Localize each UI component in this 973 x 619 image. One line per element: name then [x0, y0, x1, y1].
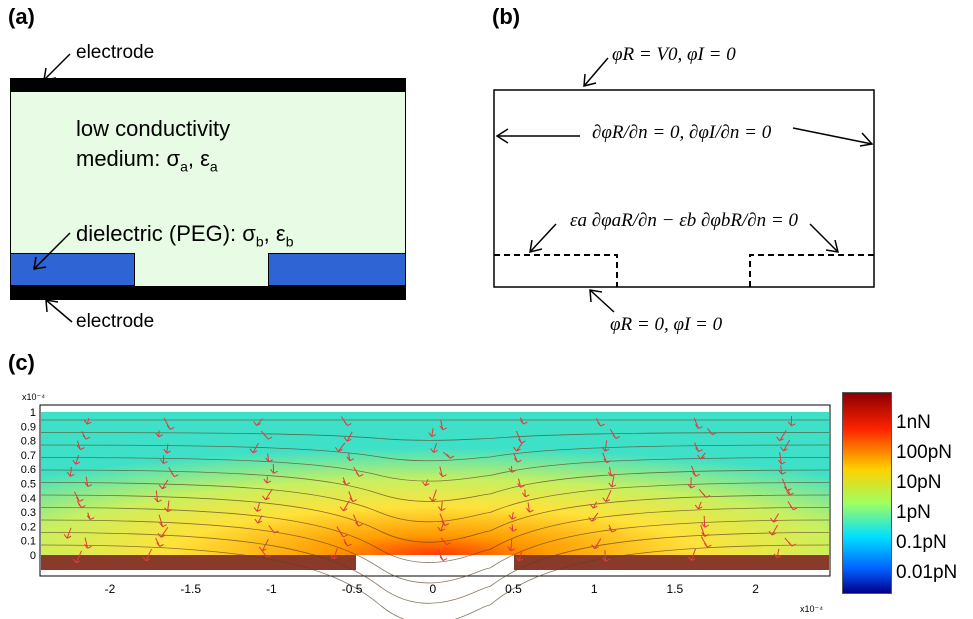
- panel-c-label: (c): [8, 350, 35, 376]
- colorbar-label: 10pN: [896, 468, 957, 498]
- colorbar-label: 0.1pN: [896, 528, 957, 558]
- arrow-top-bc: [584, 58, 608, 86]
- x-tick-label: -1.5: [180, 582, 201, 596]
- y-tick-label: 0.2: [21, 521, 36, 533]
- colorbar-label: 1pN: [896, 498, 957, 528]
- y-tick-label: 0.7: [21, 450, 36, 462]
- y-tick-label: 1: [30, 407, 36, 419]
- x-tick-label: -0.5: [342, 582, 363, 596]
- top-bc-text: φR = V0, φI = 0: [612, 44, 736, 65]
- x-tick-label: -1: [266, 582, 277, 596]
- arrow-bottom-electrode: [46, 300, 72, 322]
- colorbar: [842, 392, 892, 594]
- colorbar-label: 1nN: [896, 408, 957, 438]
- y-tick-label: 0.1: [21, 536, 36, 548]
- y-tick-label: 0.3: [21, 507, 36, 519]
- y-axis-exponent: x10⁻⁴: [22, 392, 45, 402]
- x-axis-exponent: x10⁻⁴: [800, 604, 823, 614]
- y-tick-label: 0.9: [21, 421, 36, 433]
- x-tick-label: 1.5: [667, 582, 684, 596]
- y-tick-label: 0: [30, 550, 36, 562]
- x-tick-label: 0.5: [505, 582, 522, 596]
- y-tick-label: 0.4: [21, 493, 36, 505]
- y-tick-label: 0.8: [21, 436, 36, 448]
- y-tick-label: 0.6: [21, 464, 36, 476]
- arrow-dielectric: [34, 233, 70, 269]
- x-axis-ticks: -2 -1.5 -1 -0.5 0 0.5 1 1.5 2: [105, 582, 760, 596]
- arrow-bottom-bc: [590, 290, 614, 312]
- force-field-plot: 1 0.9 0.8 0.7 0.6 0.5 0.4 0.3 0.2 0.1 0 -2 -1.5 -1 -0…: [0, 380, 845, 619]
- panel-a-arrows: [0, 0, 420, 340]
- arrow-top-electrode: [44, 54, 70, 80]
- interface-boundary-condition: εa ∂φaR/∂n − εb ∂φbR/∂n = 0: [570, 210, 798, 232]
- colorbar-labels: 1nN 100pN 10pN 1pN 0.1pN 0.01pN: [896, 408, 957, 588]
- colorbar-label: 0.01pN: [896, 558, 957, 588]
- x-tick-label: 2: [752, 582, 759, 596]
- colorbar-label: 100pN: [896, 438, 957, 468]
- plot-dielectric-left: [41, 555, 356, 570]
- x-tick-label: 1: [591, 582, 598, 596]
- y-axis-ticks: 1 0.9 0.8 0.7 0.6 0.5 0.4 0.3 0.2 0.1 0: [21, 407, 36, 562]
- bottom-boundary-condition: φR = 0, φI = 0: [610, 314, 722, 336]
- x-tick-label: -2: [105, 582, 116, 596]
- top-boundary-condition: φR = V0, φI = 0: [612, 44, 736, 66]
- y-tick-label: 0.5: [21, 479, 36, 491]
- plot-dielectric-right: [514, 555, 829, 570]
- x-tick-label: 0: [429, 582, 436, 596]
- side-boundary-condition: ∂φR/∂n = 0, ∂φI/∂n = 0: [592, 122, 771, 144]
